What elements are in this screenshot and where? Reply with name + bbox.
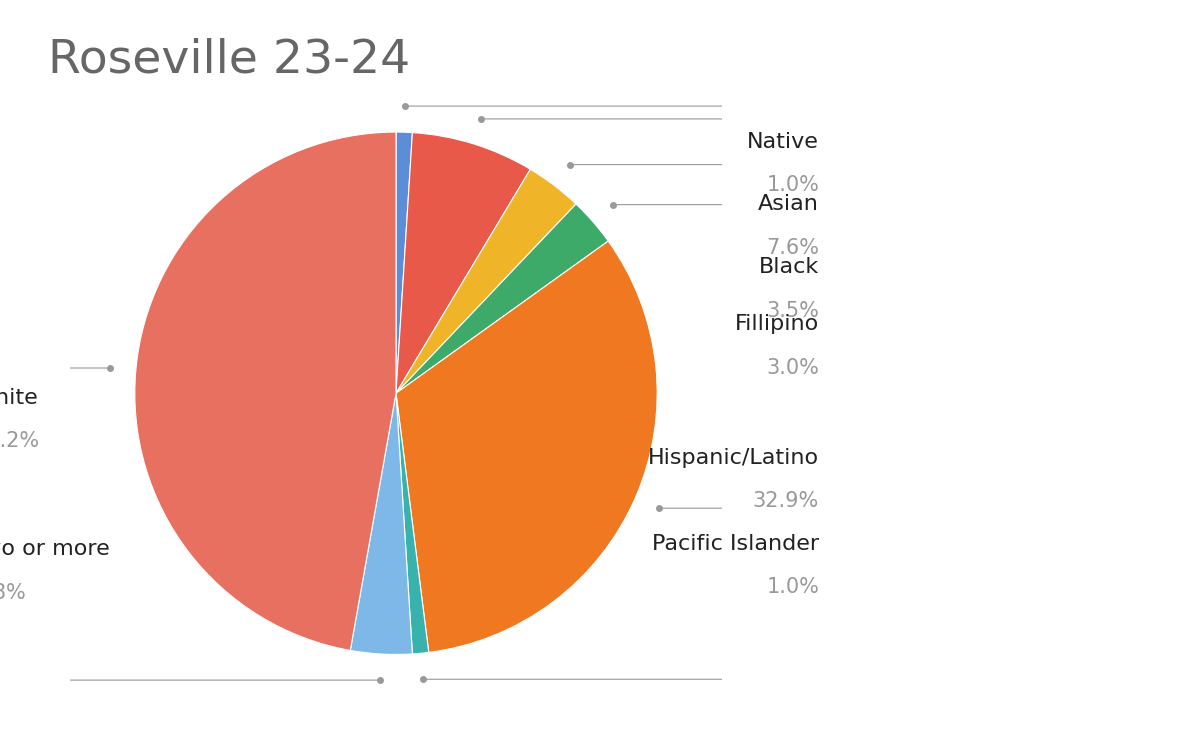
Text: 3.5%: 3.5% bbox=[767, 301, 820, 321]
Text: 32.9%: 32.9% bbox=[752, 491, 820, 511]
Wedge shape bbox=[396, 132, 413, 393]
Text: 1.0%: 1.0% bbox=[767, 577, 820, 597]
Text: 47.2%: 47.2% bbox=[0, 431, 40, 451]
Wedge shape bbox=[396, 393, 428, 654]
Text: Fillipino: Fillipino bbox=[734, 315, 820, 335]
Text: 3.8%: 3.8% bbox=[0, 582, 25, 603]
Text: Asian: Asian bbox=[758, 194, 820, 214]
Wedge shape bbox=[396, 133, 530, 393]
Text: Pacific Islander: Pacific Islander bbox=[652, 534, 820, 554]
Text: Hispanic/Latino: Hispanic/Latino bbox=[648, 447, 820, 467]
Wedge shape bbox=[134, 132, 396, 651]
Wedge shape bbox=[396, 241, 658, 652]
Text: Two or more: Two or more bbox=[0, 539, 109, 559]
Wedge shape bbox=[350, 393, 413, 654]
Wedge shape bbox=[396, 169, 576, 393]
Text: 3.0%: 3.0% bbox=[767, 358, 820, 378]
Wedge shape bbox=[396, 204, 608, 393]
Text: Roseville 23-24: Roseville 23-24 bbox=[48, 37, 410, 82]
Text: Black: Black bbox=[758, 257, 820, 277]
Text: Native: Native bbox=[748, 131, 820, 151]
Text: White: White bbox=[0, 387, 37, 407]
Text: 7.6%: 7.6% bbox=[766, 238, 820, 258]
Text: 1.0%: 1.0% bbox=[767, 175, 820, 195]
